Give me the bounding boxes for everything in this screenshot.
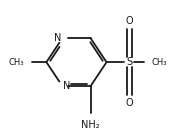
Text: N: N xyxy=(63,81,70,91)
Text: N: N xyxy=(54,33,62,43)
Text: O: O xyxy=(125,16,133,26)
Text: O: O xyxy=(125,98,133,108)
Text: CH₃: CH₃ xyxy=(151,58,167,67)
Text: S: S xyxy=(126,57,132,67)
Text: NH₂: NH₂ xyxy=(81,120,100,130)
Text: CH₃: CH₃ xyxy=(9,58,24,67)
